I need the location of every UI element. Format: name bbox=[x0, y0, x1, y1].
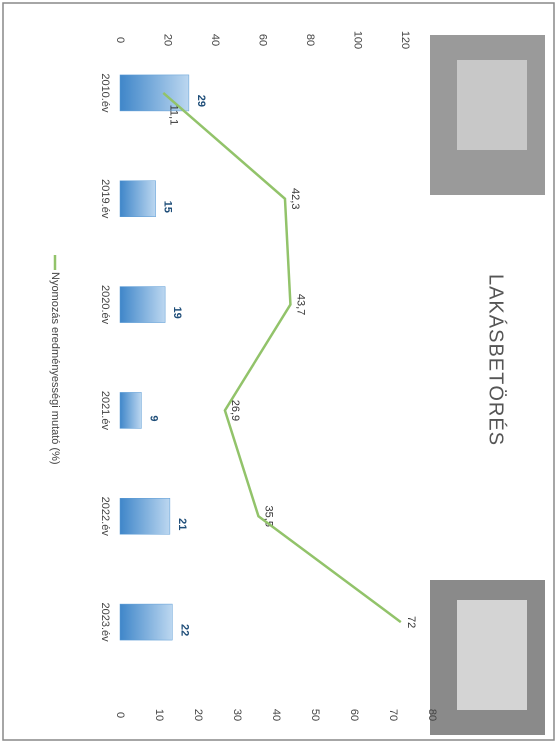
photo-detail bbox=[457, 60, 527, 150]
rotated-chart: LAKÁSBETÖRÉS 0 20 40 60 80 100 120 0 10 20 30 40 50 6… bbox=[49, 31, 545, 735]
bar bbox=[119, 74, 190, 112]
line-value-label: 42,3 bbox=[289, 188, 301, 209]
y-tick-label: 120 bbox=[399, 31, 411, 49]
y-tick-label: 80 bbox=[304, 34, 316, 46]
bar bbox=[119, 603, 173, 641]
y-tick-label: 20 bbox=[162, 34, 174, 46]
line-value-label: 72 bbox=[405, 616, 417, 628]
bar-value-label: 21 bbox=[176, 518, 188, 530]
y2-tick-label: 40 bbox=[270, 709, 282, 721]
bar-value-label: 15 bbox=[162, 201, 174, 213]
y-tick-label: 60 bbox=[257, 34, 269, 46]
y-tick-label: 40 bbox=[209, 34, 221, 46]
y2-tick-label: 20 bbox=[192, 709, 204, 721]
y2-tick-label: 30 bbox=[231, 709, 243, 721]
y2-tick-label: 0 bbox=[114, 712, 126, 718]
y2-tick-label: 60 bbox=[348, 709, 360, 721]
x-tick-label: 2019.év bbox=[99, 179, 111, 219]
bar bbox=[119, 286, 166, 323]
y2-tick-label: 70 bbox=[387, 709, 399, 721]
bar-value-label: 19 bbox=[171, 306, 183, 318]
bar-value-label: 9 bbox=[147, 415, 159, 421]
y2-tick-label: 10 bbox=[153, 709, 165, 721]
x-tick-label: 2022.év bbox=[99, 497, 111, 537]
photo-detail bbox=[457, 600, 527, 710]
line-value-label: 43,7 bbox=[295, 294, 307, 315]
y-tick-label: 100 bbox=[352, 31, 364, 49]
bar-value-label: 22 bbox=[178, 624, 190, 636]
legend-label: Nyomozás eredményességi mutató (%) bbox=[49, 272, 61, 465]
y2-tick-label: 80 bbox=[426, 709, 438, 721]
line-value-label: 11,1 bbox=[167, 105, 179, 126]
line bbox=[162, 91, 402, 624]
x-tick-label: 2023.év bbox=[99, 603, 111, 643]
line-value-label: 26,9 bbox=[229, 400, 241, 421]
bar bbox=[119, 392, 142, 429]
x-tick-label: 2020.év bbox=[99, 285, 111, 325]
x-tick-label: 2010.év bbox=[99, 73, 111, 113]
y-tick-label: 0 bbox=[114, 37, 126, 43]
bar-value-label: 29 bbox=[195, 95, 207, 107]
bar bbox=[119, 180, 156, 217]
x-tick-label: 2021.év bbox=[99, 391, 111, 431]
y2-tick-label: 50 bbox=[309, 709, 321, 721]
chart-title: LAKÁSBETÖRÉS bbox=[485, 274, 508, 446]
bar bbox=[119, 498, 171, 535]
